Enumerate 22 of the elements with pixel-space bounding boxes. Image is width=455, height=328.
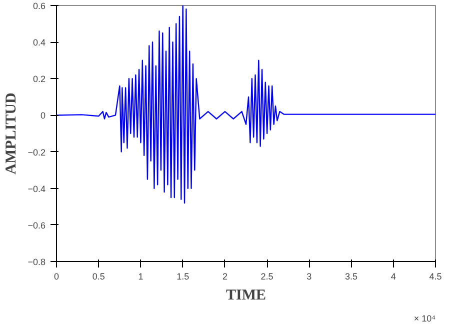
x-tick-label: 0.5 bbox=[92, 272, 105, 282]
x-tick-label: 1 bbox=[138, 272, 144, 282]
line-series bbox=[56, 6, 436, 204]
y-tick-label: 0 bbox=[40, 110, 46, 121]
x-tick-label: 1.5 bbox=[176, 272, 190, 282]
x-tick-label: 4 bbox=[390, 272, 396, 282]
y-tick-label: −0.6 bbox=[28, 220, 46, 230]
text: × 10⁴ bbox=[414, 314, 436, 324]
x-tick-label: 3.5 bbox=[345, 272, 358, 282]
y-tick-label: 0.4 bbox=[32, 38, 46, 48]
x-tick-label: 2.5 bbox=[260, 272, 274, 282]
y-axis-title: AMPLITUD bbox=[4, 92, 20, 174]
x-tick-label: 3 bbox=[306, 272, 312, 282]
x-tick-label: 0 bbox=[54, 272, 60, 282]
y-tick-label: 0.2 bbox=[32, 74, 46, 84]
x-tick-label: 2 bbox=[222, 272, 228, 282]
x-axis-title: TIME bbox=[226, 288, 266, 304]
y-tick-label: −0.8 bbox=[28, 257, 46, 267]
x-tick-label: 4.5 bbox=[429, 272, 442, 282]
y-tick-label: −0.4 bbox=[28, 184, 46, 194]
y-tick-label: 0.6 bbox=[32, 1, 46, 11]
y-tick-label: −0.2 bbox=[28, 147, 46, 158]
